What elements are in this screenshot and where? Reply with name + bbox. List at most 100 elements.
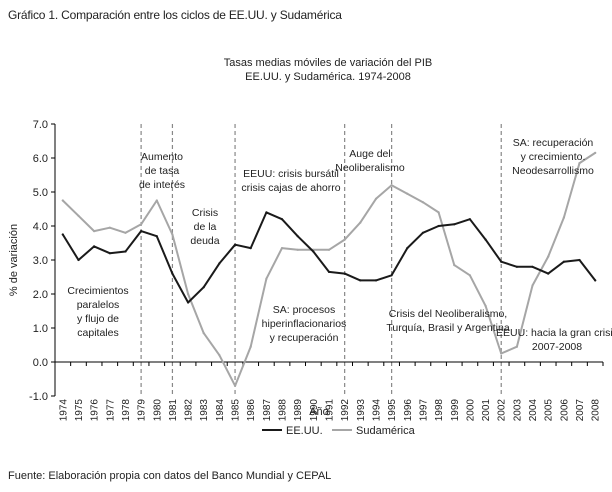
annotation-sa-recuperacion: y crecimiento. <box>521 151 586 163</box>
data-point-sudamerica <box>155 199 158 202</box>
y-axis-label: % de variación <box>8 224 20 296</box>
x-tick-label: 1979 <box>137 399 148 422</box>
data-point-sudamerica <box>359 221 362 224</box>
x-tick-label: 2003 <box>512 399 523 422</box>
data-point-eeuu <box>124 250 127 253</box>
x-tick-label: 1984 <box>215 399 226 422</box>
annotation-sa-recuperacion: Neodesarrollismo <box>512 165 594 177</box>
data-point-eeuu <box>296 235 299 238</box>
x-tick-label: 1975 <box>74 399 85 422</box>
annotation-aumento: de tasa <box>145 165 180 177</box>
x-tick-label: 1995 <box>387 399 398 422</box>
data-point-sudamerica <box>594 151 597 154</box>
data-point-sudamerica <box>390 184 393 187</box>
data-point-eeuu <box>77 258 80 262</box>
data-point-sudamerica <box>406 192 409 195</box>
x-tick-label: 1986 <box>246 399 257 422</box>
annotation-aumento: Aumento <box>141 151 183 163</box>
data-point-sudamerica <box>140 223 143 226</box>
x-tick-label: 1997 <box>418 399 429 422</box>
data-point-sudamerica <box>249 345 252 348</box>
data-point-sudamerica <box>500 352 503 355</box>
x-tick-label: 1980 <box>152 399 163 422</box>
data-point-eeuu <box>280 218 284 221</box>
data-point-eeuu <box>578 258 581 262</box>
data-point-eeuu <box>249 247 252 250</box>
data-point-eeuu <box>108 252 111 255</box>
x-tick-label: 1989 <box>293 399 304 422</box>
data-point-sudamerica <box>77 214 80 217</box>
data-point-sudamerica <box>468 274 471 277</box>
data-point-sudamerica <box>484 304 487 307</box>
x-tick-label: 1998 <box>434 399 445 422</box>
data-point-sudamerica <box>547 255 550 258</box>
annotation-eeuu-gran-crisis: 2007-2008 <box>532 341 582 353</box>
data-point-sudamerica <box>280 247 284 250</box>
x-tick-label: 2000 <box>465 399 476 422</box>
x-tick-label: 2006 <box>559 399 570 422</box>
x-tick-label: 2005 <box>544 399 555 422</box>
data-point-eeuu <box>468 218 471 221</box>
data-point-eeuu <box>312 250 315 253</box>
annotation-eeuu-crisis: crisis cajas de ahorro <box>241 182 340 194</box>
annotation-aumento: de interés <box>139 179 185 191</box>
y-tick-label: 6.0 <box>33 153 48 165</box>
data-point-sudamerica <box>437 211 440 214</box>
y-tick-label: 4.0 <box>33 221 48 233</box>
data-point-eeuu <box>140 230 143 233</box>
x-tick-label: 2001 <box>481 399 492 422</box>
data-point-eeuu <box>390 274 393 277</box>
data-point-sudamerica <box>124 231 127 234</box>
data-point-eeuu <box>500 260 503 263</box>
annotation-crecimientos: paralelos <box>77 299 120 311</box>
x-tick-label: 2002 <box>497 399 508 422</box>
annotation-sa-procesos: SA: procesos <box>273 304 335 316</box>
data-point-eeuu <box>61 233 64 236</box>
data-point-eeuu <box>327 270 331 273</box>
x-tick-label: 1987 <box>262 399 273 422</box>
annotation-crisis-neolib: Turquía, Brasil y Argentina <box>386 322 509 334</box>
data-point-sudamerica <box>93 230 96 233</box>
y-tick-label: 3.0 <box>33 255 48 267</box>
data-point-sudamerica <box>515 345 519 348</box>
data-point-eeuu <box>594 279 597 282</box>
data-point-sudamerica <box>265 277 268 280</box>
x-tick-label: 1983 <box>199 399 210 422</box>
data-point-sudamerica <box>234 384 237 387</box>
y-tick-label: 7.0 <box>33 119 48 131</box>
data-point-eeuu <box>234 243 237 246</box>
x-tick-label: 1985 <box>231 399 242 422</box>
y-tick-label: 1.0 <box>33 323 48 335</box>
data-point-eeuu <box>359 279 362 282</box>
x-tick-label: 2008 <box>591 399 602 422</box>
x-tick-label: 1991 <box>325 399 336 422</box>
series-line-eeuu <box>61 211 597 304</box>
data-point-eeuu <box>202 286 205 289</box>
data-point-eeuu <box>265 211 268 214</box>
data-point-eeuu <box>374 279 378 282</box>
data-point-eeuu <box>547 272 550 275</box>
y-tick-label: 5.0 <box>33 187 48 199</box>
annotation-crisis-deuda: deuda <box>190 235 219 247</box>
data-point-eeuu <box>218 262 221 265</box>
annotation-crisis-deuda: de la <box>194 221 217 233</box>
data-point-eeuu <box>171 272 174 275</box>
x-tick-label: 1990 <box>309 399 320 422</box>
x-tick-label: 1994 <box>371 399 382 422</box>
data-point-eeuu <box>453 223 456 226</box>
data-point-eeuu <box>93 245 96 248</box>
data-point-sudamerica <box>578 162 581 165</box>
data-point-sudamerica <box>453 264 456 267</box>
data-point-sudamerica <box>61 199 64 202</box>
annotation-eeuu-crisis: EEUU: crisis bursátil <box>243 168 339 180</box>
data-point-eeuu <box>484 238 487 241</box>
x-tick-label: 1999 <box>450 399 461 422</box>
data-point-eeuu <box>531 265 534 268</box>
x-tick-label: 1977 <box>105 399 116 422</box>
x-tick-label: 1981 <box>168 399 179 422</box>
data-point-eeuu <box>187 301 190 304</box>
data-point-eeuu <box>515 265 519 268</box>
data-point-sudamerica <box>343 238 346 241</box>
data-point-eeuu <box>155 235 158 238</box>
